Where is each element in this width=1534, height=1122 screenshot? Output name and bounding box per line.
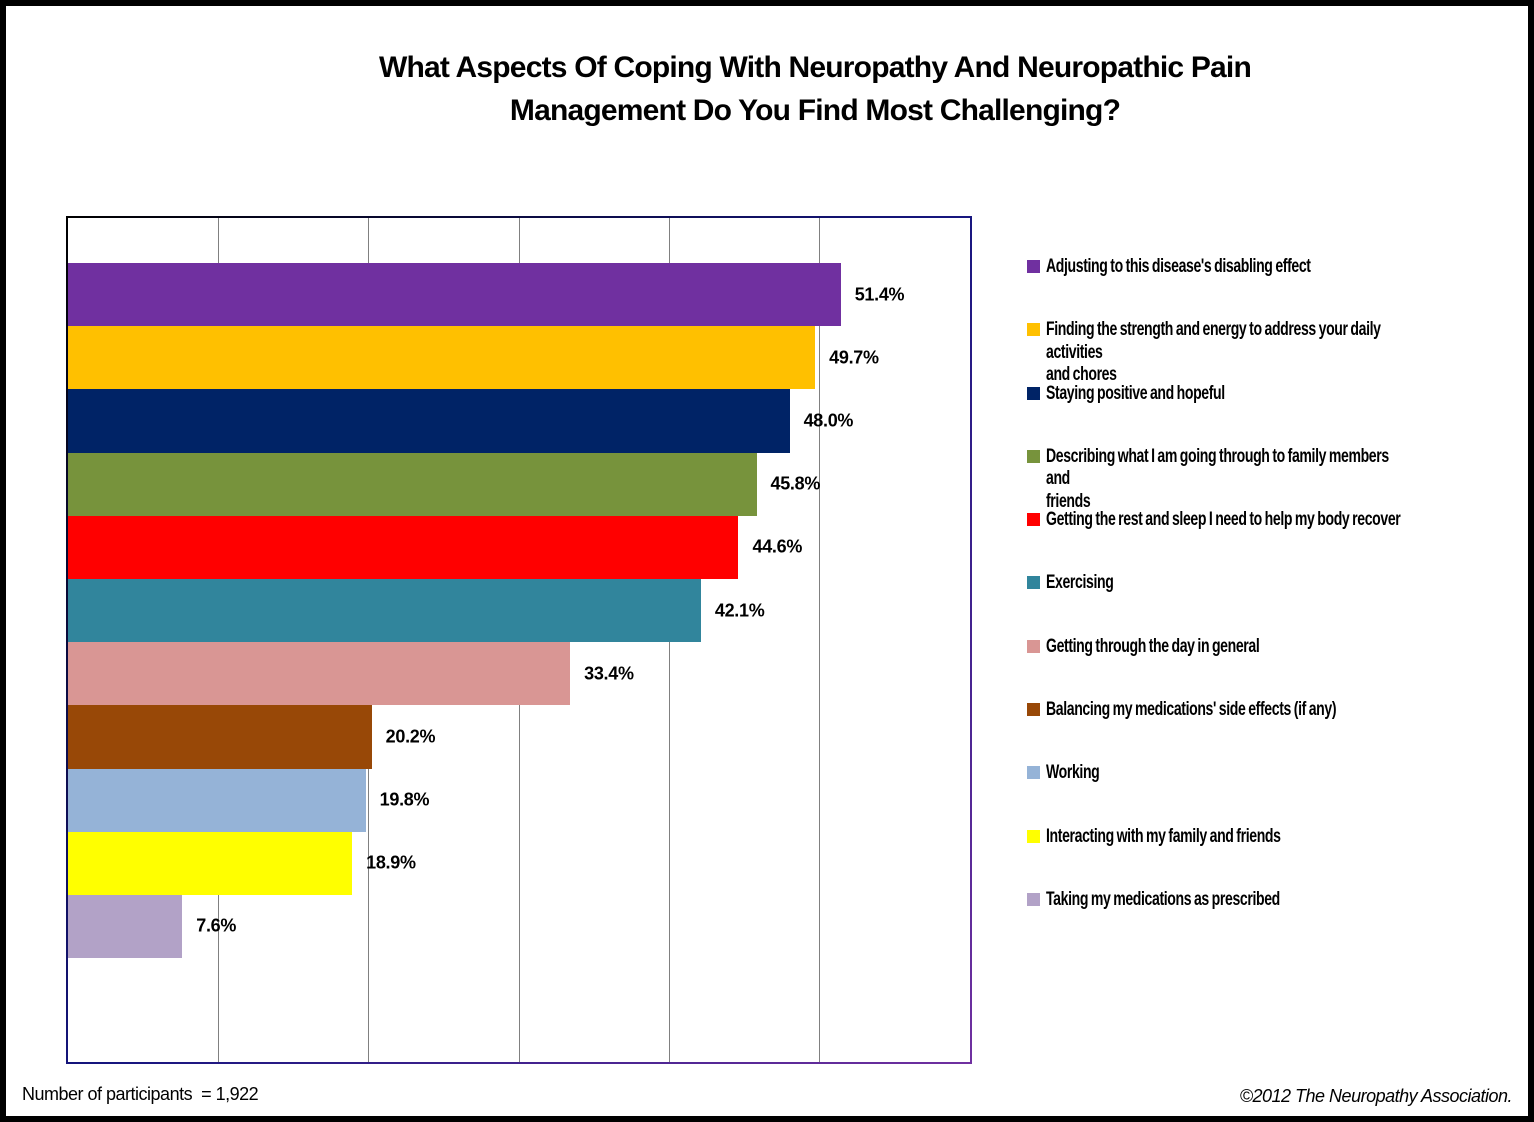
bar-value-label: 19.8% xyxy=(379,789,430,810)
legend-marker-icon xyxy=(1027,829,1040,843)
legend-label: Getting the rest and sleep I need to hel… xyxy=(1046,509,1401,531)
legend-label: Interacting with my family and friends xyxy=(1046,825,1281,847)
legend-item: Interacting with my family and friends xyxy=(1027,825,1528,889)
legend-label: Getting through the day in general xyxy=(1046,635,1260,657)
copyright-note: ©2012 The Neuropathy Association. xyxy=(1239,1086,1513,1106)
bar-value-label: 51.4% xyxy=(854,284,905,305)
bar-7 xyxy=(68,642,571,706)
legend-label: Balancing my medications' side effects (… xyxy=(1046,699,1337,721)
bar-value-label: 18.9% xyxy=(366,852,416,873)
legend-label: Exercising xyxy=(1046,572,1114,594)
legend-marker-icon xyxy=(1027,892,1040,906)
legend-item: Getting through the day in general xyxy=(1027,635,1528,699)
legend-item: Balancing my medications' side effects (… xyxy=(1027,699,1528,762)
legend-item: Staying positive and hopeful xyxy=(1027,382,1528,446)
plot-area: 51.4% 49.7% 48.0% 45.8% 44.6% 42.1% 33.4% 20.2%… xyxy=(66,216,972,1064)
legend-marker-icon xyxy=(1027,703,1040,717)
legend-item: Finding the strength and energy to addre… xyxy=(1027,319,1528,385)
bar-row: 45.8% xyxy=(68,452,970,516)
bar-6 xyxy=(68,578,701,643)
bar-row: 20.2% xyxy=(68,705,970,769)
chart-title: What Aspects Of Coping With Neuropathy A… xyxy=(102,46,1528,132)
bar-row: 48.0% xyxy=(68,389,970,453)
bar-10 xyxy=(68,831,353,895)
bar-9 xyxy=(68,768,366,832)
bar-row: 18.9% xyxy=(68,831,970,895)
bar-5 xyxy=(68,515,739,579)
bar-value-label: 49.7% xyxy=(829,347,879,368)
bar-3 xyxy=(68,389,790,453)
bar-value-label: 7.6% xyxy=(196,915,237,936)
legend-item: Adjusting to this disease's disabling ef… xyxy=(1027,256,1528,319)
legend-label: Working xyxy=(1046,762,1100,784)
bar-value-label: 20.2% xyxy=(385,726,436,747)
legend-label: Staying positive and hopeful xyxy=(1046,382,1225,404)
legend-label: Adjusting to this disease's disabling ef… xyxy=(1046,256,1311,277)
participants-note: Number of participants = 1,922 xyxy=(22,1084,259,1104)
legend-marker-icon xyxy=(1027,449,1040,463)
bar-value-label: 42.1% xyxy=(714,600,765,621)
bar-row: 7.6% xyxy=(68,894,970,959)
bar-2 xyxy=(68,326,816,390)
bar-row: 19.8% xyxy=(68,768,970,832)
legend-label: Taking my medications as prescribed xyxy=(1046,888,1280,910)
bar-11 xyxy=(68,894,183,959)
legend-marker-icon xyxy=(1027,386,1040,400)
legend-marker-icon xyxy=(1027,260,1040,273)
legend-item: Working xyxy=(1027,762,1528,825)
chart-title-line1: What Aspects Of Coping With Neuropathy A… xyxy=(379,51,1252,84)
chart-title-line2: Management Do You Find Most Challenging? xyxy=(509,94,1121,127)
legend-label: Finding the strength and energy to addre… xyxy=(1046,319,1381,386)
legend-item: Exercising xyxy=(1027,572,1528,635)
bar-8 xyxy=(68,705,372,769)
bar-row: 33.4% xyxy=(68,642,970,706)
bar-value-label: 45.8% xyxy=(770,473,821,494)
bar-series: 51.4% 49.7% 48.0% 45.8% 44.6% 42.1% 33.4% 20.2%… xyxy=(68,218,970,1062)
legend-marker-icon xyxy=(1027,639,1040,653)
legend-marker-icon xyxy=(1027,513,1040,527)
bar-4 xyxy=(68,452,757,516)
bar-row: 44.6% xyxy=(68,515,970,579)
bar-row: 51.4% xyxy=(68,263,970,327)
legend-item: Getting the rest and sleep I need to hel… xyxy=(1027,509,1528,572)
bar-value-label: 48.0% xyxy=(803,410,854,431)
bar-1 xyxy=(68,263,841,327)
bar-row: 42.1% xyxy=(68,578,970,643)
gridline xyxy=(819,218,821,1062)
bar-value-label: 33.4% xyxy=(584,663,634,684)
legend-marker-icon xyxy=(1027,323,1040,337)
legend-item: Describing what I am going through to fa… xyxy=(1027,446,1528,512)
legend-label: Describing what I am going through to fa… xyxy=(1046,445,1389,512)
legend-item: Taking my medications as prescribed xyxy=(1027,888,1528,952)
legend-marker-icon xyxy=(1027,766,1040,780)
bar-value-label: 44.6% xyxy=(752,536,803,557)
legend: Adjusting to this disease's disabling ef… xyxy=(1027,256,1528,952)
bar-row: 49.7% xyxy=(68,326,970,390)
legend-marker-icon xyxy=(1027,576,1040,590)
